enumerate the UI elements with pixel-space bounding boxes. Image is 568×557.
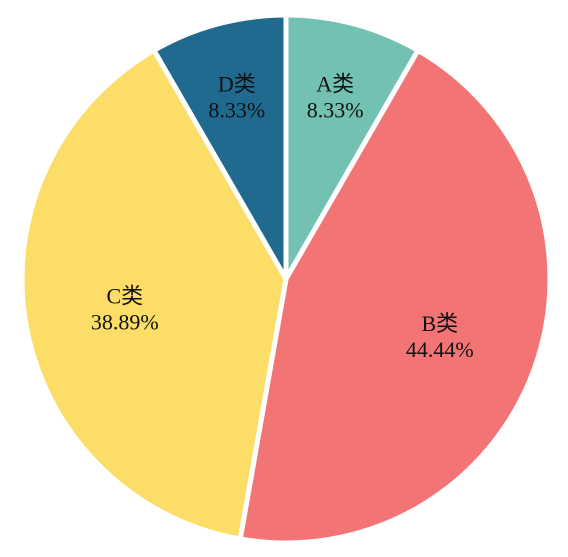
- pie-slice-4: [151, 12, 289, 282]
- slice-category-label: A类: [316, 71, 354, 96]
- slice-category-label: C类: [106, 283, 143, 308]
- pie-slice-1: [283, 12, 421, 282]
- pie-slice-2: [237, 47, 553, 546]
- slice-category-label: B类: [421, 311, 458, 336]
- slice-percent-label: 44.44%: [406, 337, 474, 362]
- slice-percent-label: 8.33%: [307, 97, 364, 122]
- slice-percent-label: 38.89%: [91, 309, 159, 334]
- pie-slice-3: [19, 47, 289, 542]
- pie-slices: [19, 12, 553, 546]
- slice-category-label: D类: [218, 71, 256, 96]
- slice-percent-label: 8.33%: [208, 97, 265, 122]
